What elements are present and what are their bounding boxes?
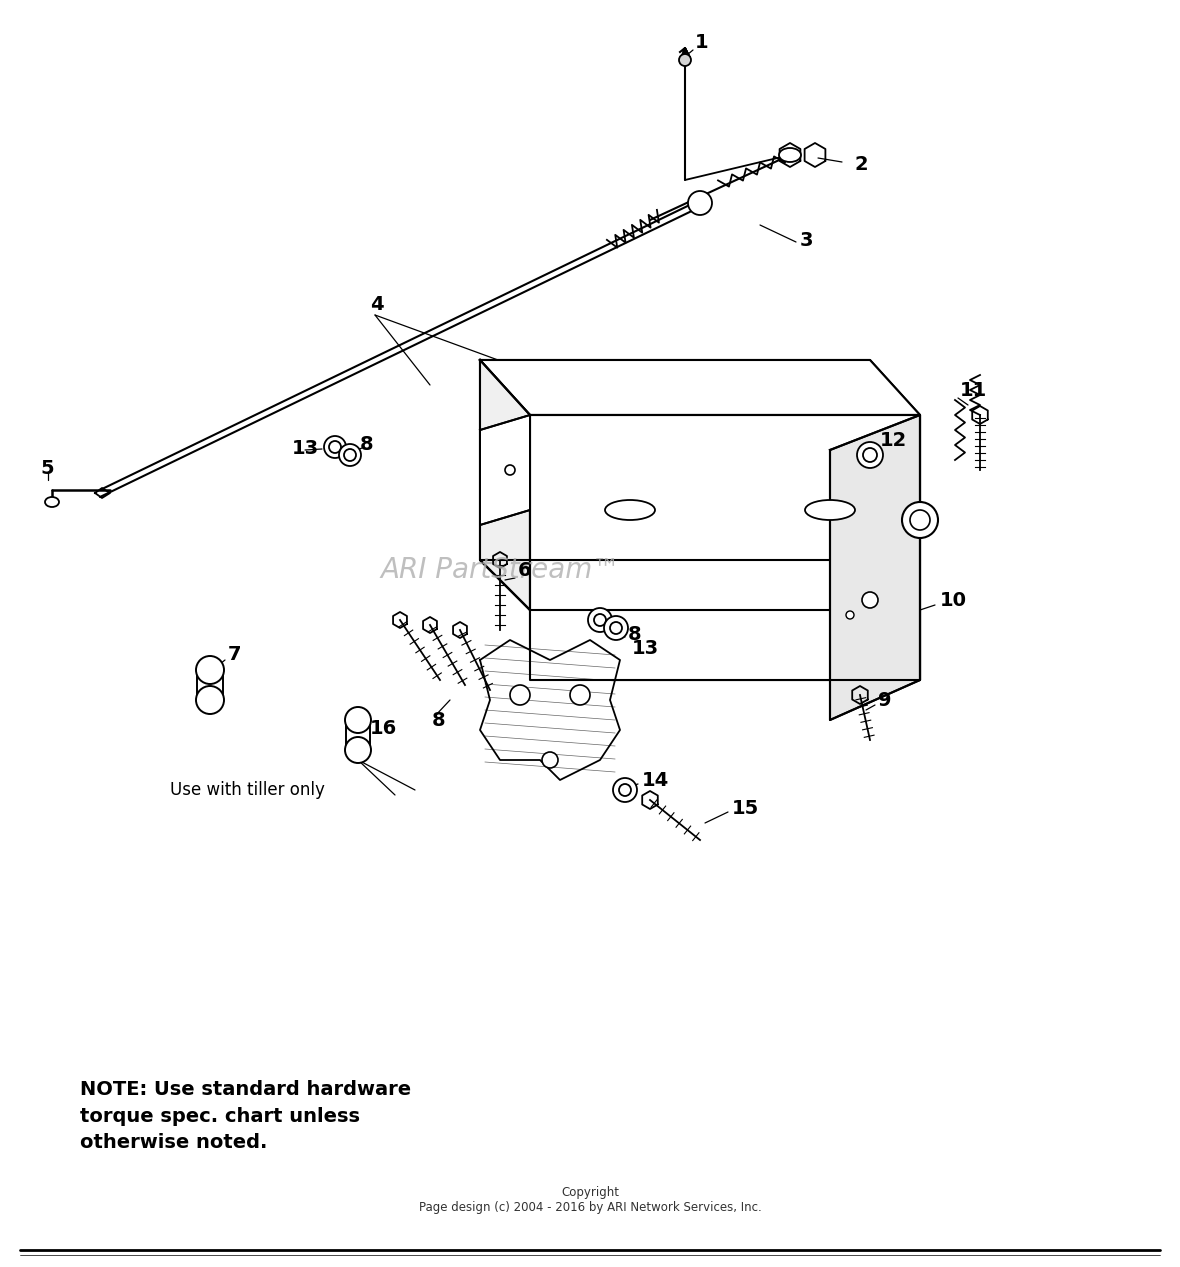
Circle shape bbox=[604, 616, 628, 640]
Polygon shape bbox=[480, 640, 620, 780]
Circle shape bbox=[588, 608, 612, 632]
Polygon shape bbox=[830, 416, 920, 720]
Text: 11: 11 bbox=[961, 380, 988, 399]
Polygon shape bbox=[852, 685, 867, 704]
Ellipse shape bbox=[605, 500, 655, 519]
Circle shape bbox=[196, 685, 224, 715]
Text: 4: 4 bbox=[371, 295, 384, 314]
Polygon shape bbox=[453, 622, 467, 639]
Text: 12: 12 bbox=[880, 431, 907, 450]
Circle shape bbox=[339, 443, 361, 466]
Text: 2: 2 bbox=[856, 156, 868, 175]
Circle shape bbox=[324, 436, 346, 457]
Circle shape bbox=[610, 622, 622, 634]
Circle shape bbox=[570, 685, 590, 704]
Polygon shape bbox=[480, 360, 530, 609]
Text: ARI PartStream™: ARI PartStream™ bbox=[380, 556, 620, 584]
Circle shape bbox=[863, 592, 878, 608]
Ellipse shape bbox=[779, 148, 801, 162]
Circle shape bbox=[594, 614, 607, 626]
Text: 13: 13 bbox=[291, 438, 319, 457]
Circle shape bbox=[510, 685, 530, 704]
Circle shape bbox=[857, 442, 883, 468]
Polygon shape bbox=[393, 612, 407, 628]
Ellipse shape bbox=[805, 500, 856, 519]
Text: 13: 13 bbox=[632, 639, 660, 658]
Text: 3: 3 bbox=[800, 231, 813, 250]
Text: 8: 8 bbox=[432, 711, 446, 730]
Circle shape bbox=[688, 191, 712, 215]
Polygon shape bbox=[642, 791, 657, 810]
Text: 6: 6 bbox=[518, 560, 532, 579]
Circle shape bbox=[196, 656, 224, 684]
Text: NOTE: Use standard hardware
torque spec. chart unless
otherwise noted.: NOTE: Use standard hardware torque spec.… bbox=[80, 1079, 411, 1152]
Circle shape bbox=[678, 54, 691, 66]
Circle shape bbox=[863, 449, 877, 462]
Polygon shape bbox=[972, 405, 988, 424]
Text: 9: 9 bbox=[878, 691, 892, 710]
Text: 10: 10 bbox=[940, 590, 966, 609]
Text: 1: 1 bbox=[695, 33, 709, 52]
Circle shape bbox=[345, 737, 371, 763]
Polygon shape bbox=[805, 143, 825, 167]
Text: 5: 5 bbox=[40, 459, 53, 478]
Text: 15: 15 bbox=[732, 798, 759, 817]
Text: 7: 7 bbox=[228, 645, 242, 664]
Circle shape bbox=[345, 707, 371, 734]
Polygon shape bbox=[530, 416, 920, 680]
Text: 16: 16 bbox=[371, 718, 398, 737]
Polygon shape bbox=[493, 552, 507, 568]
Circle shape bbox=[542, 753, 558, 768]
Polygon shape bbox=[780, 143, 800, 167]
Text: 8: 8 bbox=[628, 626, 642, 645]
Circle shape bbox=[612, 778, 637, 802]
Circle shape bbox=[902, 502, 938, 538]
Polygon shape bbox=[480, 416, 530, 525]
Text: Copyright
Page design (c) 2004 - 2016 by ARI Network Services, Inc.: Copyright Page design (c) 2004 - 2016 by… bbox=[419, 1186, 761, 1214]
Ellipse shape bbox=[45, 497, 59, 507]
Text: 14: 14 bbox=[642, 770, 669, 789]
Circle shape bbox=[505, 465, 514, 475]
Polygon shape bbox=[480, 360, 920, 416]
Polygon shape bbox=[424, 617, 437, 634]
Circle shape bbox=[329, 441, 341, 454]
Circle shape bbox=[345, 449, 356, 461]
Text: Use with tiller only: Use with tiller only bbox=[170, 780, 324, 799]
Circle shape bbox=[846, 611, 854, 620]
Circle shape bbox=[620, 784, 631, 796]
Circle shape bbox=[910, 511, 930, 530]
Text: 8: 8 bbox=[360, 436, 374, 455]
